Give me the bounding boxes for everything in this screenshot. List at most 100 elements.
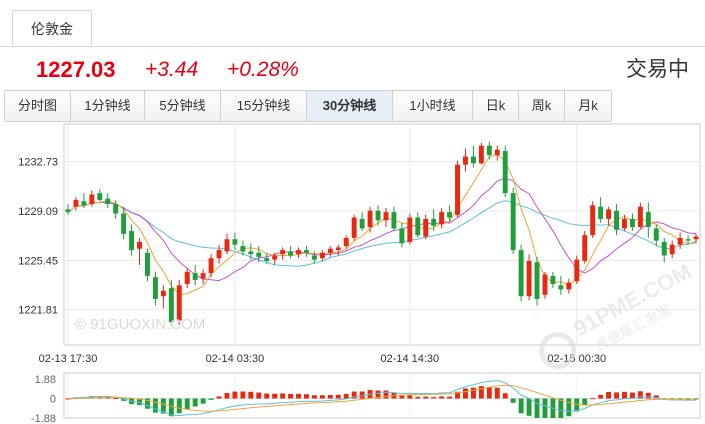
macd-bar [327,395,333,399]
candle [65,203,71,215]
macd-bar [542,398,548,418]
tab-5min[interactable]: 5分钟线 [145,91,221,121]
candle [89,190,95,207]
candle-body [558,285,564,290]
candle [534,256,540,306]
macd-bar [176,398,182,414]
candle [590,201,596,238]
macd-bar [614,392,619,399]
candle [232,232,238,251]
candle-body [510,193,516,251]
candle [518,244,524,302]
macd-bar [280,393,286,399]
macd-bar [653,395,659,399]
macd-bar [216,396,222,399]
candle [455,160,460,218]
sub-plot-frame [63,372,701,419]
macd-bar [558,398,564,418]
macd-bar [383,390,389,399]
candle-body [343,237,349,247]
candle-body [431,218,437,226]
candle [622,214,627,232]
tab-15min[interactable]: 15分钟线 [221,91,307,121]
candle [542,271,548,299]
sub-y-tick-label: 1.88 [35,374,56,386]
x-tick-label: 02-14 03:30 [206,353,265,365]
candle [526,254,532,301]
instrument-tab[interactable]: 伦敦金 [12,10,92,46]
watermark-logo-icon [539,332,577,370]
candle [160,285,166,309]
candle-body [685,239,691,241]
y-tick-label: 1221.81 [18,305,58,317]
macd-bar [319,395,325,399]
candle [550,271,556,289]
candle [73,197,79,211]
macd-dea-line [67,384,697,412]
candle [510,187,516,255]
candle [343,235,349,249]
candle [129,224,135,256]
candle [415,212,421,238]
candle [256,246,262,263]
tab-month[interactable]: 月k [565,91,611,121]
candle [677,232,683,249]
candle-body [335,247,341,251]
candle-body [447,212,453,218]
candle-body [637,206,643,228]
candle-body [232,239,238,245]
macd-bar [606,391,612,399]
candle-body [502,151,508,194]
tab-1min[interactable]: 1分钟线 [71,91,145,121]
macd-bar [272,393,278,399]
watermark-site: © 91GUOXIN.COM [75,316,206,333]
macd-bar [264,393,270,399]
macd-bar [224,393,230,399]
macd-bar [407,395,413,399]
candle [176,279,182,325]
macd-bar [590,398,596,400]
candle [558,275,564,295]
tab-week[interactable]: 周k [519,91,565,121]
macd-bar [359,391,365,399]
candle-body [304,250,309,253]
ma5-line [67,153,697,296]
candle [566,278,572,294]
candle [598,197,604,223]
candle [653,224,659,247]
macd-bar [693,398,699,400]
x-tick-label: 02-15 00:30 [547,353,606,365]
candle-body [375,210,381,221]
tab-30min[interactable]: 30分钟线 [307,91,393,121]
tab-timeline[interactable]: 分时图 [5,91,71,121]
macd-bar [598,394,604,399]
candle-body [542,274,548,295]
candle [224,233,230,255]
macd-bar [137,398,142,406]
tab-1hour[interactable]: 1小时线 [393,91,473,121]
candle-body [629,218,635,228]
candle [574,255,580,284]
candle-body [590,205,596,236]
candle [208,254,214,278]
macd-bar [399,395,405,399]
macd-bar [463,388,468,399]
tab-day[interactable]: 日k [473,91,519,121]
candle [145,248,150,282]
candle [184,267,190,289]
macd-bar [375,390,381,399]
candle [502,145,508,198]
quote-price: 1227.03 [36,57,116,82]
candle [121,206,127,240]
candle [240,240,246,256]
macd-bar [208,398,214,400]
candle-body [296,250,301,255]
candle-body [455,164,460,215]
macd-bar [566,398,572,417]
candle-body [399,228,405,244]
candle [351,214,357,241]
candle [383,208,389,228]
candle-body [152,277,158,299]
candle-body [73,199,79,207]
macd-bar [256,392,262,399]
